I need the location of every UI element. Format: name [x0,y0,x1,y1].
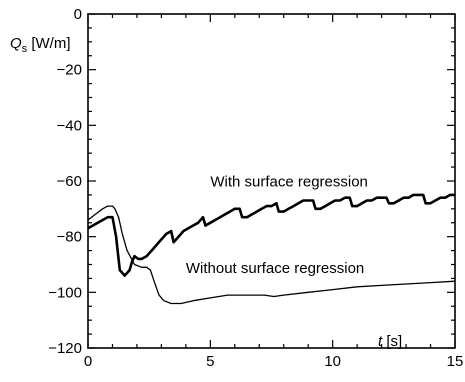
y-tick-label: −40 [57,117,82,134]
y-tick-label: −120 [48,340,82,357]
y-tick-label: −60 [57,173,82,190]
tick-labels: 0 5 10 15 0 −20 −40 −60 −80 −100 −120 [48,6,463,370]
x-tick-label: 0 [84,353,92,370]
annotation-2: Without surface regression [186,260,364,277]
x-axis-label: t [s] [378,333,402,350]
y-tick-label: −100 [48,284,82,301]
y-tick-label: 0 [74,6,82,23]
axis-ticks [87,13,456,349]
y-axis-label: Qs [W/m] [10,35,71,55]
annotation-layer: With surface regression Without surface r… [186,174,368,277]
axis-labels: Qs [W/m] t [s] [10,35,402,350]
x-tick-label: 5 [206,353,214,370]
y-tick-label: −80 [57,229,82,246]
series-line-2 [87,205,456,305]
x-tick-label: 10 [324,353,341,370]
series-layer [87,193,456,305]
y-tick-label: −20 [57,62,82,79]
annotation-1: With surface regression [210,174,368,191]
series-line-1 [87,193,455,277]
x-tick-label: 15 [447,353,464,370]
